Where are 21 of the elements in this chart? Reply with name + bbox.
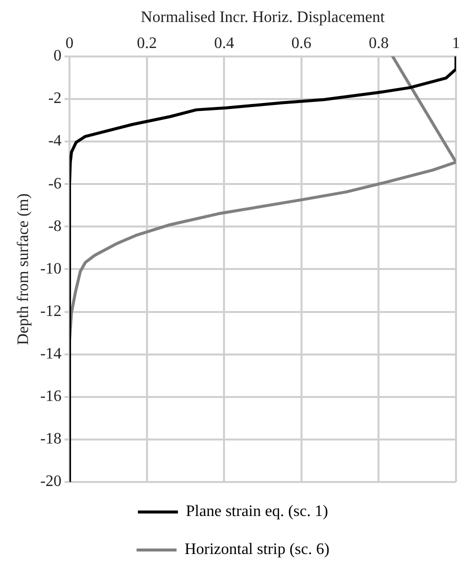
x-tick-label: 0: [66, 35, 74, 52]
x-axis-title: Normalised Incr. Horiz. Displacement: [140, 8, 386, 26]
y-tick-label: -8: [48, 218, 62, 235]
y-tick-label: -20: [40, 473, 62, 490]
x-tick-label: 0.2: [136, 35, 157, 52]
y-axis-title: Depth from surface (m): [14, 193, 32, 345]
x-tick-label: 1: [452, 35, 460, 52]
y-tick-label: -12: [40, 302, 62, 320]
y-tick-label: -6: [48, 175, 62, 192]
y-tick-label: -14: [40, 346, 62, 363]
y-tick-label: -2: [48, 90, 62, 108]
y-tick-label: -16: [40, 388, 62, 406]
y-tick-label: -18: [40, 430, 62, 448]
x-tick-label: 0.6: [291, 35, 312, 52]
x-tick-label: 0.8: [368, 35, 389, 52]
y-tick-label: 0: [54, 48, 62, 65]
x-tick-label: 0.4: [214, 35, 234, 52]
y-tick-label: -4: [48, 132, 62, 150]
legend-label: Plane strain eq. (sc. 1): [186, 503, 328, 520]
legend-label: Horizontal strip (sc. 6): [184, 541, 330, 558]
y-tick-label: -10: [40, 260, 62, 278]
